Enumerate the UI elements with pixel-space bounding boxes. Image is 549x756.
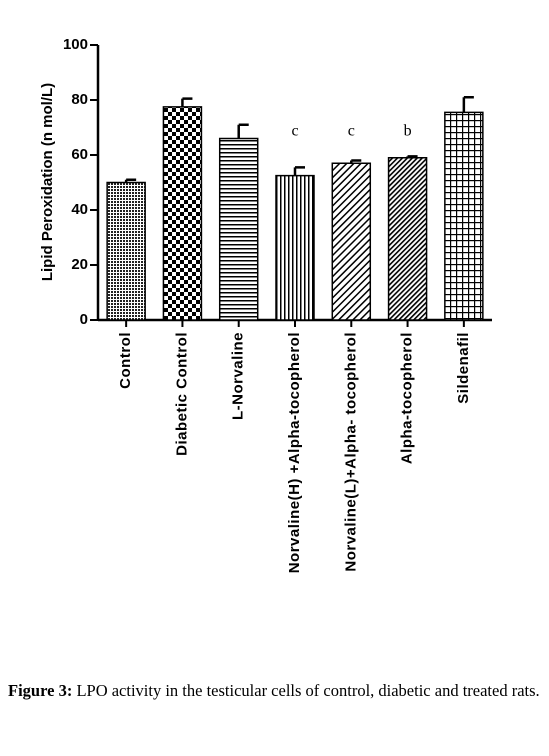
x-tick-label: Diabetic Control [173,332,190,456]
y-tick-label: 80 [71,91,88,108]
x-tick-label: L-Norvaline [230,332,247,420]
bar [106,181,146,321]
x-tick-label: Norvaline(L)+Alpha- tocopherol [342,332,359,572]
x-tick-label: Control [117,332,134,389]
x-tick-label: Norvaline(H) +Alpha-tocopherol [286,332,303,573]
error-bar [406,155,418,158]
chart: Lipid Peroxidation (n mol/L) 0 20 40 60 80 10… [39,36,492,573]
bar [387,157,428,321]
error-bar [462,96,474,113]
bar [162,106,203,321]
significance-label: b [404,123,412,140]
bar [331,162,372,321]
x-tick-label: Sildenafil [455,332,472,404]
error-bar [181,97,193,107]
y-axis-label: Lipid Peroxidation (n mol/L) [39,83,56,281]
caption: Figure 3: LPO activity in the testicular… [8,680,543,702]
bar [275,174,315,321]
bar [444,111,484,321]
y-tick-label: 0 [80,311,88,328]
y-tick-label: 60 [71,146,88,163]
caption-text: LPO activity in the testicular cells of … [76,681,540,700]
bar [218,137,259,321]
caption-label: Figure 3: [8,681,73,700]
error-bar [237,123,249,139]
y-tick-label: 20 [71,256,88,273]
error-bar [293,166,305,176]
y-tick-label: 100 [63,36,88,53]
x-tick-label: Alpha-tocopherol [399,332,416,464]
significance-label: c [291,123,298,140]
significance-label: c [348,123,355,140]
y-tick-label: 40 [71,201,88,218]
error-bar [124,178,137,183]
error-bar [350,159,362,164]
